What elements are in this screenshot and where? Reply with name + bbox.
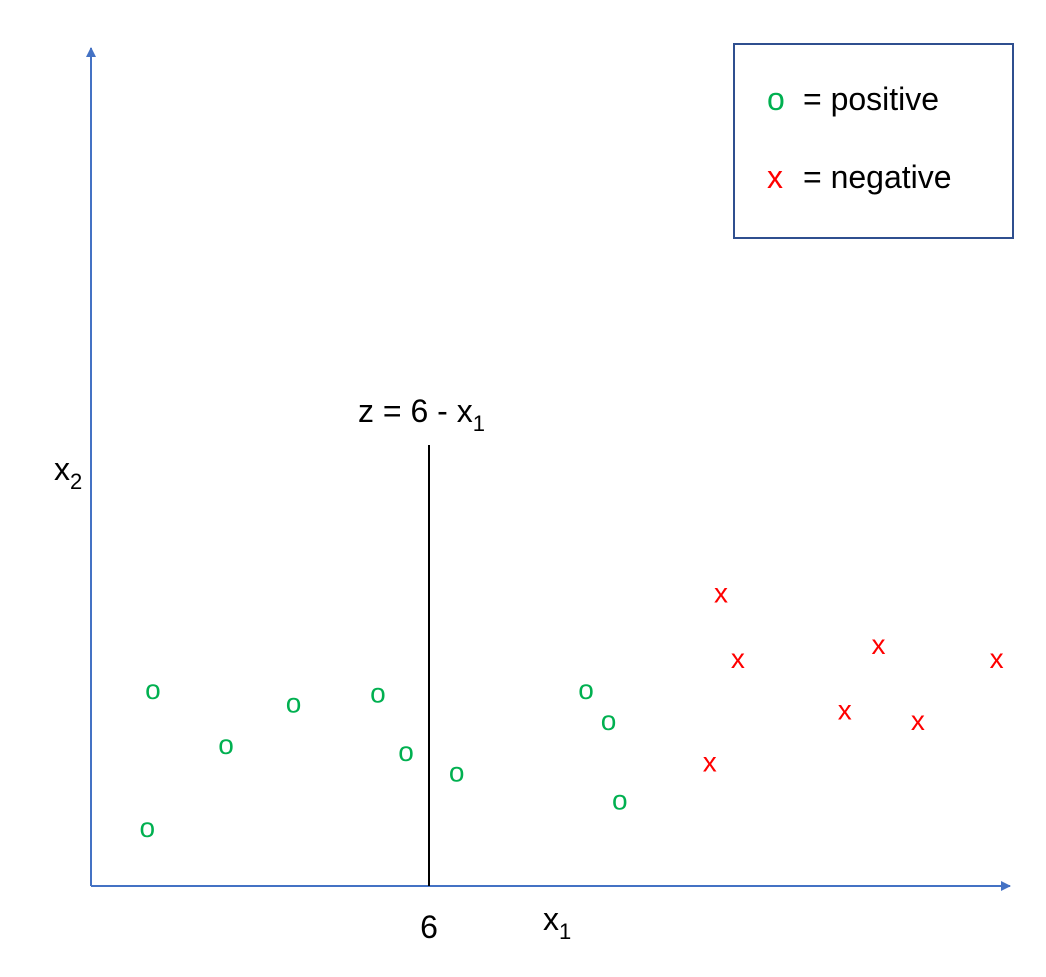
negative-point-6: x bbox=[911, 705, 925, 736]
positive-point-8: o bbox=[139, 812, 155, 843]
positive-point-5: o bbox=[601, 705, 617, 736]
positive-point-7: o bbox=[286, 688, 302, 719]
negative-point-3: x bbox=[872, 629, 886, 660]
positive-point-10: o bbox=[612, 784, 628, 815]
negative-point-7: x bbox=[703, 746, 717, 777]
y-axis-label: x2 bbox=[54, 451, 82, 494]
legend-item-negative: x = negative bbox=[767, 159, 952, 196]
positive-point-9: o bbox=[449, 757, 465, 788]
x-tick-label-6: 6 bbox=[420, 909, 438, 945]
positive-point-2: o bbox=[370, 677, 386, 708]
legend-negative-label: = negative bbox=[803, 159, 952, 195]
positive-point-6: o bbox=[578, 674, 594, 705]
positive-point-3: o bbox=[218, 729, 234, 760]
positive-point-4: o bbox=[398, 736, 414, 767]
positive-point-1: o bbox=[145, 674, 161, 705]
negative-point-5: x bbox=[838, 695, 852, 726]
positive-marker-icon: o bbox=[767, 81, 785, 117]
negative-point-4: x bbox=[990, 643, 1004, 674]
x-axis-label: x1 bbox=[543, 901, 571, 944]
negative-point-2: x bbox=[731, 643, 745, 674]
legend-positive-label: = positive bbox=[803, 81, 940, 117]
boundary-label: z = 6 - x1 bbox=[358, 393, 485, 436]
negative-marker-icon: x bbox=[767, 159, 783, 195]
legend: o = positive x = negative bbox=[733, 43, 1014, 239]
legend-item-positive: o = positive bbox=[767, 81, 939, 118]
negative-point-1: x bbox=[714, 577, 728, 608]
